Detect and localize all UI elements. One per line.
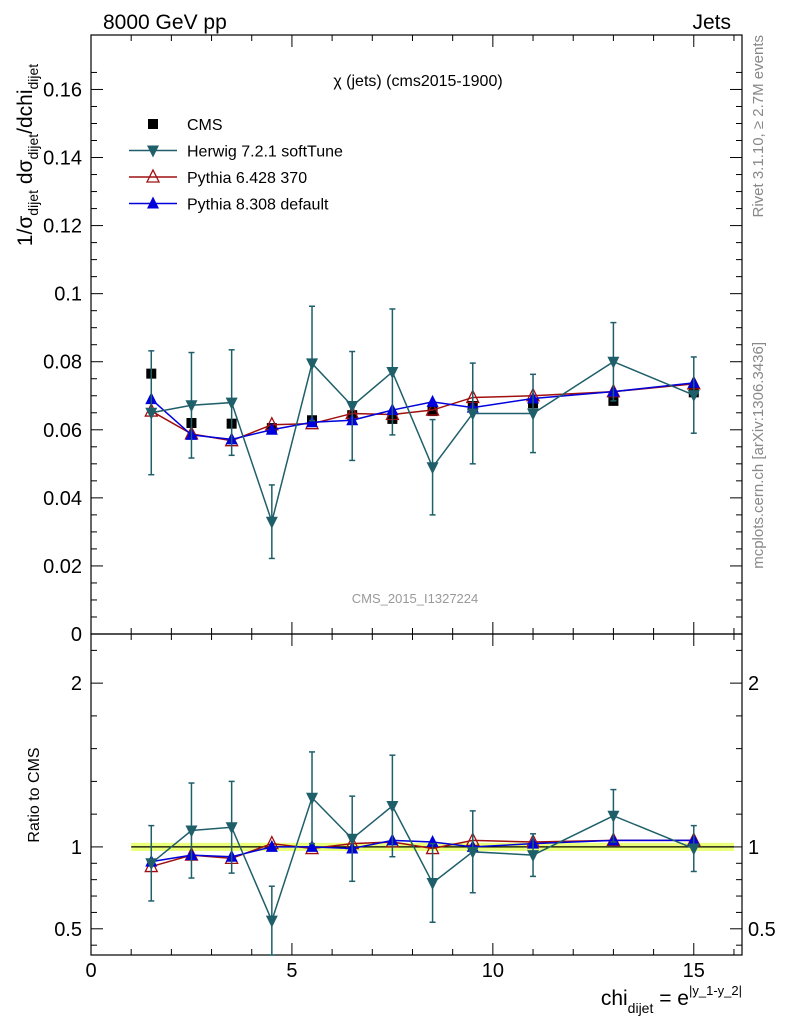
x-tick-label: 0 — [85, 960, 96, 982]
point-herwig-7-2-1-softtune — [185, 400, 198, 413]
ratio-point-herwig-7-2-1-softtune — [145, 858, 158, 871]
ratio-point-herwig-7-2-1-softtune — [466, 846, 479, 859]
chart-title: χ (jets) (cms2015-1900) — [333, 73, 502, 90]
ratio-point-herwig-7-2-1-softtune — [607, 810, 620, 823]
point-herwig-7-2-1-softtune — [607, 356, 620, 369]
legend-label-cms: CMS — [187, 117, 223, 134]
ratio-point-herwig-7-2-1-softtune — [265, 915, 278, 928]
ratio-line-herwig-7-2-1-softtune — [150, 796, 695, 923]
legend-label-pythia-6-428-370: Pythia 6.428 370 — [187, 170, 307, 187]
y-axis-label-main: 1/σdijet dσdijet/dchidijet — [14, 64, 41, 246]
legend-label-pythia-8-308-default: Pythia 8.308 default — [187, 197, 329, 214]
header-right: Jets — [692, 11, 731, 34]
legend-marker-cms — [148, 119, 158, 129]
ratio-point-herwig-7-2-1-softtune — [386, 800, 399, 813]
y-tick-label: 1 — [71, 837, 82, 859]
ratio-point-herwig-7-2-1-softtune — [426, 877, 439, 890]
y-tick-label-right: 0.5 — [748, 919, 776, 941]
series-line-pythia-8-308-default — [150, 382, 694, 441]
point-pythia-8-308-default — [265, 422, 278, 435]
side-label-bottom: mcplots.cern.ch [arXiv:1306.3436] — [750, 342, 767, 569]
ratio-point-herwig-7-2-1-softtune — [306, 792, 319, 805]
y-tick-label: 0.12 — [43, 216, 82, 238]
y-tick-label: 0.08 — [43, 352, 82, 374]
data-layer — [144, 305, 701, 956]
ratio-point-pythia-8-308-default — [306, 839, 319, 852]
point-herwig-7-2-1-softtune — [225, 397, 238, 410]
ratio-point-herwig-7-2-1-softtune — [225, 822, 238, 835]
side-label-top: Rivet 3.1.10, ≥ 2.7M events — [750, 35, 767, 218]
series-line-pythia-6-428-370 — [150, 383, 694, 442]
y-tick-label: 0.02 — [43, 556, 82, 578]
point-herwig-7-2-1-softtune — [306, 358, 319, 371]
legend-marker-pythia-6-428-370 — [145, 168, 161, 183]
y-tick-label: 0.16 — [43, 79, 82, 101]
ratio-point-pythia-8-308-default — [265, 839, 278, 852]
x-tick-label: 10 — [482, 960, 504, 982]
y-tick-label-right: 2 — [748, 673, 759, 695]
y-tick-label: 0.04 — [43, 488, 82, 510]
legend-marker-pythia-8-308-default — [147, 196, 159, 209]
point-cms — [427, 406, 438, 417]
series-line-herwig-7-2-1-softtune — [151, 360, 695, 525]
ratio-point-herwig-7-2-1-softtune — [527, 850, 540, 863]
ratio-line-pythia-6-428-370 — [151, 839, 694, 868]
point-herwig-7-2-1-softtune — [466, 408, 479, 421]
ratio-point-herwig-7-2-1-softtune — [346, 833, 359, 846]
x-axis-label: chidijet = e|y_1-y_2| — [601, 983, 742, 1016]
ratio-panel-frame — [90, 633, 743, 956]
point-herwig-7-2-1-softtune — [687, 390, 700, 403]
ratio-line-pythia-8-308-default — [151, 839, 694, 863]
legend: CMS Herwig 7.2.1 softTune Pythia 6.428 370… — [129, 117, 343, 214]
y-axis-label-ratio: Ratio to CMS — [26, 747, 43, 842]
point-herwig-7-2-1-softtune — [265, 516, 278, 529]
y-tick-label: 0.14 — [43, 148, 82, 170]
point-herwig-7-2-1-softtune — [527, 408, 540, 421]
header-left: 8000 GeV pp — [103, 11, 227, 34]
point-pythia-6-428-370 — [425, 401, 440, 416]
point-herwig-7-2-1-softtune — [346, 400, 359, 413]
y-tick-label: 0.06 — [43, 420, 82, 442]
point-herwig-7-2-1-softtune — [426, 462, 439, 475]
y-tick-label-right: 1 — [748, 837, 759, 859]
y-tick-label: 0.1 — [54, 284, 82, 306]
point-herwig-7-2-1-softtune — [145, 407, 158, 420]
ratio-point-herwig-7-2-1-softtune — [687, 843, 700, 856]
point-herwig-7-2-1-softtune — [386, 366, 399, 379]
y-tick-label: 0 — [71, 624, 82, 646]
point-pythia-8-308-default — [426, 394, 439, 407]
y-tick-label: 0.5 — [54, 919, 82, 941]
x-tick-label: 5 — [286, 960, 297, 982]
legend-label-herwig-7-2-1-softtune: Herwig 7.2.1 softTune — [187, 144, 343, 161]
legend-marker-herwig-7-2-1-softtune — [147, 145, 159, 158]
y-tick-label: 2 — [71, 673, 82, 695]
ratio-point-herwig-7-2-1-softtune — [185, 825, 198, 838]
watermark: CMS_2015_I1327224 — [352, 591, 479, 606]
x-tick-label: 15 — [683, 960, 705, 982]
